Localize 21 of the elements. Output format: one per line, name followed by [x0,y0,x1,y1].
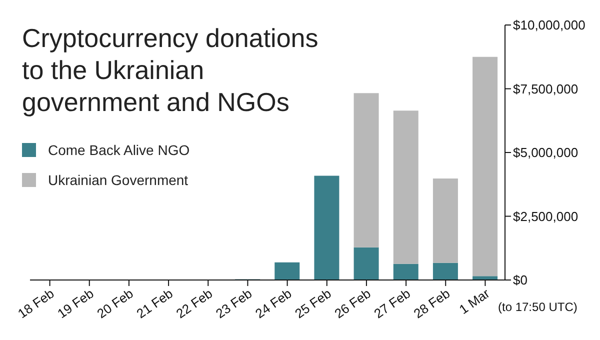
x-tick-label: 24 Feb [252,286,294,322]
x-tick-label: 26 Feb [332,286,374,322]
legend-label: Ukrainian Government [48,172,188,188]
y-tick-label: $10,000,000 [513,18,586,33]
y-tick-label: $7,500,000 [513,81,578,96]
x-tick-label: 1 Mar [456,285,493,318]
x-tick-label: 18 Feb [15,286,57,322]
text: Cryptocurrency donations to the Ukrainian government and NGOs [22,22,320,118]
x-tick-label: 20 Feb [94,286,136,322]
x-tick-label: 27 Feb [371,286,414,322]
x-tick-label: 19 Feb [54,286,96,322]
x-tick-label: 28 Feb [410,286,453,322]
y-tick-label: $5,000,000 [513,145,578,160]
x-tick-label: 25 Feb [292,286,334,322]
x-tick-label: 22 Feb [173,286,216,322]
x-tick-label: 23 Feb [212,286,255,322]
text: (to 17:50 UTC) [498,300,578,314]
y-tick-label: $2,500,000 [513,208,578,224]
legend-label: Come Back Alive NGO [48,142,190,158]
x-tick-label: 21 Feb [134,286,176,322]
y-tick-label: $0 [513,272,528,288]
